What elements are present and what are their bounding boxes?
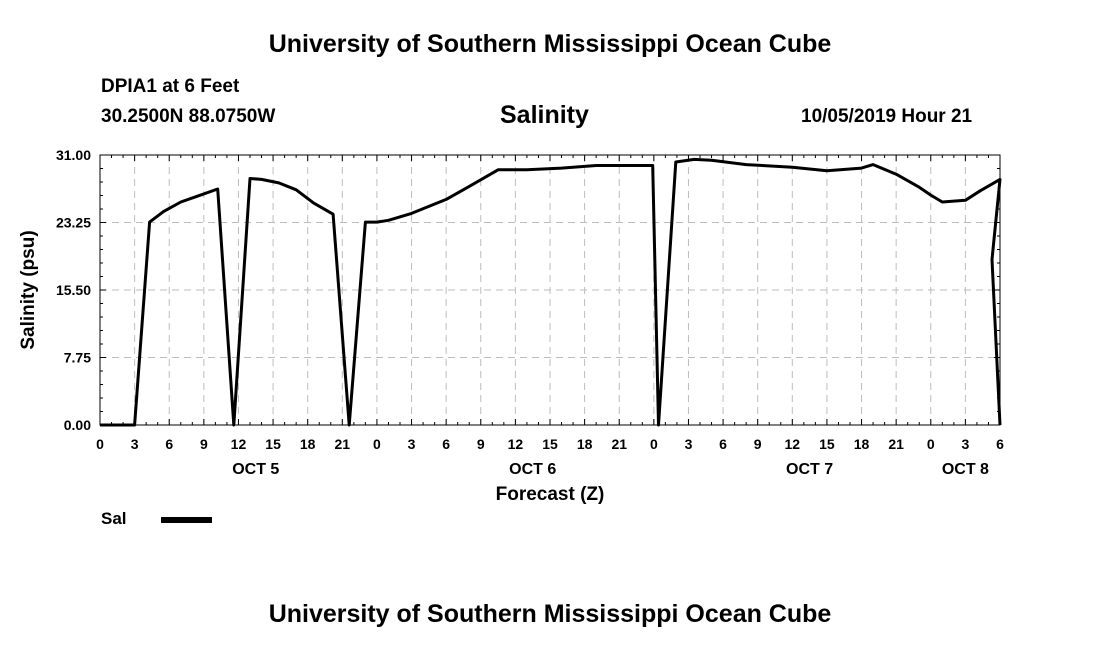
y-tick-label: 23.25 <box>56 215 91 231</box>
x-tick-label: 9 <box>754 436 762 452</box>
y-tick-label: 31.00 <box>56 147 91 163</box>
series-line-sal <box>100 157 1002 427</box>
x-tick-label: 21 <box>888 436 904 452</box>
x-tick-label: 21 <box>335 436 351 452</box>
x-tick-label: 3 <box>685 436 693 452</box>
y-tick-label: 7.75 <box>64 350 91 366</box>
x-tick-label: 15 <box>819 436 835 452</box>
x-tick-label: 18 <box>577 436 593 452</box>
x-tick-label: 6 <box>996 436 1004 452</box>
legend-label: Sal <box>101 509 127 528</box>
x-tick-label: 9 <box>477 436 485 452</box>
x-tick-label: 15 <box>265 436 281 452</box>
coordinates-label: 30.2500N 88.0750W <box>101 106 276 127</box>
x-tick-label: 12 <box>785 436 801 452</box>
y-axis-title: Salinity (psu) <box>18 230 39 349</box>
x-tick-label: 21 <box>611 436 627 452</box>
y-tick-label: 0.00 <box>64 417 91 433</box>
x-tick-label: 12 <box>508 436 524 452</box>
date-label: OCT 8 <box>942 461 989 478</box>
x-tick-label: 18 <box>300 436 316 452</box>
date-label: OCT 5 <box>232 461 279 478</box>
y-tick-label: 15.50 <box>56 282 91 298</box>
x-tick-label: 3 <box>408 436 416 452</box>
x-axis-title: Forecast (Z) <box>496 484 605 505</box>
main-title: University of Southern Mississippi Ocean… <box>268 30 832 58</box>
chart-title: Salinity <box>500 101 589 129</box>
station-label: DPIA1 at 6 Feet <box>101 76 240 97</box>
x-tick-label: 9 <box>200 436 208 452</box>
x-tick-label: 15 <box>542 436 558 452</box>
x-tick-label: 0 <box>927 436 935 452</box>
x-tick-label: 0 <box>373 436 381 452</box>
x-tick-label: 6 <box>442 436 450 452</box>
x-tick-label: 0 <box>96 436 104 452</box>
x-tick-label: 0 <box>650 436 658 452</box>
datetime-label: 10/05/2019 Hour 21 <box>801 106 973 127</box>
date-label: OCT 7 <box>786 461 833 478</box>
x-tick-label: 6 <box>719 436 727 452</box>
x-tick-label: 12 <box>231 436 247 452</box>
legend-swatch <box>161 517 212 523</box>
date-label: OCT 6 <box>509 461 556 478</box>
x-tick-label: 6 <box>165 436 173 452</box>
x-tick-label: 18 <box>854 436 870 452</box>
x-tick-label: 3 <box>131 436 139 452</box>
x-tick-label: 3 <box>961 436 969 452</box>
footer-title: University of Southern Mississippi Ocean… <box>268 600 832 628</box>
